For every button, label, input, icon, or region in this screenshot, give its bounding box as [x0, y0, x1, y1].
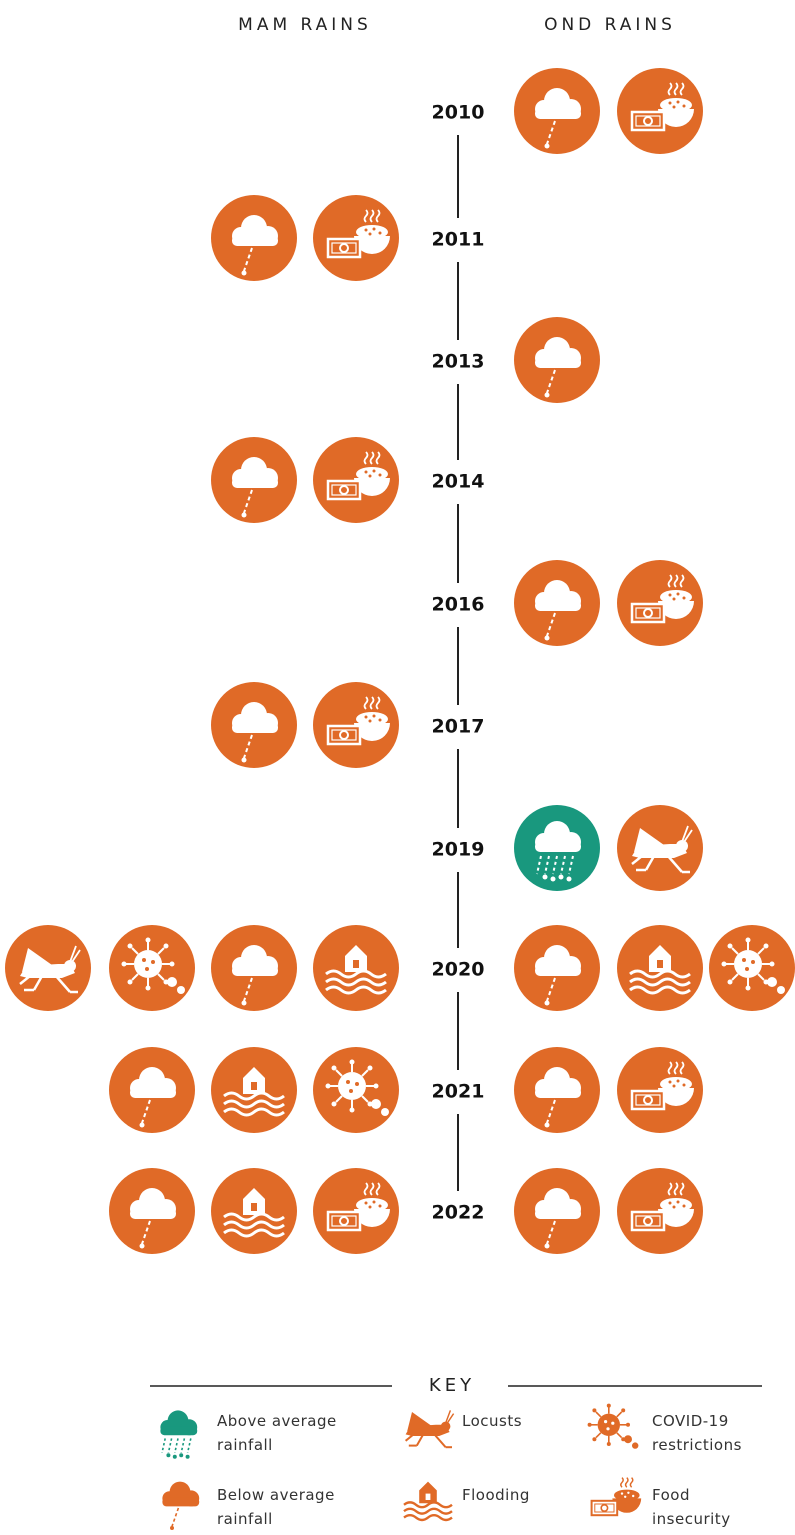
icon-covid: [709, 925, 795, 1011]
year-label: 2022: [432, 1202, 485, 1224]
year-label: 2021: [432, 1081, 485, 1103]
icon-below-rainfall: [109, 1047, 195, 1133]
icon-food-insecurity: [617, 560, 703, 646]
icon-covid: [109, 925, 195, 1011]
icon-below-rainfall: [514, 1168, 600, 1254]
icon-below-rainfall: [514, 1047, 600, 1133]
icon-food-insecurity: [313, 682, 399, 768]
icon-food-insecurity: [313, 1168, 399, 1254]
key-icon-flooding: [402, 1480, 454, 1522]
icon-flooding: [211, 1047, 297, 1133]
key-label: Locusts: [462, 1412, 522, 1430]
icon-locusts: [617, 805, 703, 891]
icon-below-rainfall: [514, 317, 600, 403]
year-label: 2016: [432, 594, 485, 616]
icon-below-rainfall: [514, 560, 600, 646]
mam-header: MAM RAINS: [238, 15, 372, 35]
year-label: 2020: [432, 959, 485, 981]
key-label: insecurity: [652, 1510, 731, 1528]
icon-below-rainfall: [211, 925, 297, 1011]
icon-covid: [313, 1047, 399, 1133]
year-label: 2014: [432, 471, 485, 493]
key-label: Below average: [217, 1486, 335, 1504]
icon-food-insecurity: [313, 437, 399, 523]
key-label: Food: [652, 1486, 690, 1504]
key: KEY Above average rainfall Locusts COVID…: [150, 1375, 762, 1531]
icon-food-insecurity: [617, 1047, 703, 1133]
year-label: 2017: [432, 716, 485, 738]
icon-below-rainfall: [514, 68, 600, 154]
year-label: 2019: [432, 839, 485, 861]
key-icon-below-rainfall: [161, 1480, 200, 1531]
key-icon-locusts: [404, 1409, 455, 1449]
icon-below-rainfall: [211, 682, 297, 768]
icon-flooding: [617, 925, 703, 1011]
icon-locusts: [5, 925, 91, 1011]
key-label: Flooding: [462, 1486, 530, 1504]
key-label: restrictions: [652, 1436, 742, 1454]
icon-food-insecurity: [617, 68, 703, 154]
key-icon-food-insecurity: [590, 1476, 643, 1517]
key-label: Above average: [217, 1412, 337, 1430]
ond-header: OND RAINS: [544, 15, 676, 35]
icon-food-insecurity: [617, 1168, 703, 1254]
icon-below-rainfall: [109, 1168, 195, 1254]
icon-flooding: [211, 1168, 297, 1254]
icons: [5, 68, 795, 1254]
key-label: rainfall: [217, 1510, 273, 1528]
key-icon-covid: [586, 1402, 640, 1450]
icon-above-rainfall: [514, 805, 600, 891]
icon-food-insecurity: [313, 195, 399, 281]
key-label: COVID-19: [652, 1412, 729, 1430]
key-label: rainfall: [217, 1436, 273, 1454]
key-title: KEY: [429, 1375, 475, 1396]
year-label: 2013: [432, 351, 485, 373]
icon-flooding: [313, 925, 399, 1011]
icon-below-rainfall: [211, 437, 297, 523]
icon-below-rainfall: [211, 195, 297, 281]
year-label: 2010: [432, 102, 485, 124]
year-label: 2011: [432, 229, 485, 251]
key-icon-above-rainfall: [159, 1409, 198, 1460]
icon-below-rainfall: [514, 925, 600, 1011]
